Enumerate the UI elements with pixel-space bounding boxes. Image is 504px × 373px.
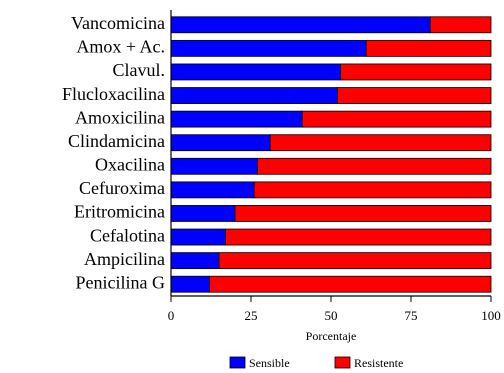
bar-resistente-9 bbox=[224, 228, 492, 246]
bar-resistente-2 bbox=[340, 63, 492, 81]
x-tick-label: 0 bbox=[168, 308, 175, 323]
bar-resistente-4 bbox=[301, 110, 492, 128]
bar-sensible-3 bbox=[170, 87, 338, 104]
bar-sensible-7 bbox=[170, 181, 255, 199]
category-label: Vancomicina bbox=[71, 13, 165, 33]
bar-sensible-0 bbox=[170, 16, 431, 34]
bar-sensible-6 bbox=[170, 157, 258, 175]
category-label: Amox + Ac. bbox=[76, 37, 165, 57]
category-label: Clavul. bbox=[113, 60, 166, 80]
category-label: Ampicilina bbox=[84, 249, 165, 269]
x-tick-label: 25 bbox=[245, 308, 258, 323]
x-tick-label: 75 bbox=[405, 308, 418, 323]
bar-sensible-4 bbox=[170, 110, 303, 128]
category-labels: Vancomicina Amox + Ac. Clavul. Flucloxacili… bbox=[62, 13, 165, 292]
bar-sensible-11 bbox=[170, 275, 210, 293]
category-label: Cefuroxima bbox=[79, 178, 165, 198]
bar-sensible-9 bbox=[170, 228, 226, 246]
bar-sensible-8 bbox=[170, 205, 236, 222]
category-label: Amoxicilina bbox=[75, 107, 165, 127]
legend: Sensible Resistente bbox=[229, 356, 403, 370]
bar-sensible-5 bbox=[170, 134, 271, 152]
bar-sensible-2 bbox=[170, 63, 342, 81]
bar-resistente-5 bbox=[269, 134, 492, 152]
bars-group bbox=[170, 16, 492, 293]
bar-resistente-8 bbox=[234, 205, 492, 222]
category-label: Penicilina G bbox=[76, 272, 165, 292]
bar-resistente-7 bbox=[253, 181, 492, 199]
category-label: Oxacilina bbox=[95, 155, 165, 175]
bar-resistente-6 bbox=[256, 157, 492, 175]
x-axis-label: Porcentaje bbox=[306, 329, 357, 343]
x-tick-label: 100 bbox=[481, 308, 501, 323]
category-label: Clindamicina bbox=[68, 131, 165, 151]
legend-label-sensible: Sensible bbox=[249, 356, 290, 370]
x-ticks: 0 25 50 75 100 bbox=[168, 296, 501, 323]
legend-label-resistente: Resistente bbox=[354, 356, 403, 370]
bar-resistente-10 bbox=[218, 252, 492, 270]
bar-resistente-0 bbox=[429, 16, 492, 34]
bar-resistente-3 bbox=[336, 87, 492, 104]
legend-swatch-sensible bbox=[229, 356, 246, 369]
bar-resistente-1 bbox=[365, 39, 492, 57]
category-label: Eritromicina bbox=[74, 202, 165, 222]
bar-sensible-1 bbox=[170, 39, 367, 57]
category-label: Flucloxacilina bbox=[62, 84, 165, 104]
category-label: Cefalotina bbox=[90, 225, 165, 245]
x-tick-label: 50 bbox=[325, 308, 338, 323]
bar-sensible-10 bbox=[170, 252, 220, 270]
bar-resistente-11 bbox=[208, 275, 492, 293]
legend-swatch-resistente bbox=[334, 356, 351, 369]
